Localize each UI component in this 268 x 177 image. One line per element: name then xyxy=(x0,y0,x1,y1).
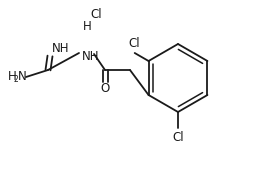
Text: N: N xyxy=(18,70,27,84)
Text: 2: 2 xyxy=(14,75,19,84)
Text: H: H xyxy=(83,21,92,33)
Text: Cl: Cl xyxy=(172,131,184,144)
Text: Cl: Cl xyxy=(128,37,140,50)
Text: NH: NH xyxy=(52,42,69,56)
Text: H: H xyxy=(8,70,17,84)
Text: NH: NH xyxy=(82,50,99,64)
Text: O: O xyxy=(100,82,110,96)
Text: Cl: Cl xyxy=(90,7,102,21)
